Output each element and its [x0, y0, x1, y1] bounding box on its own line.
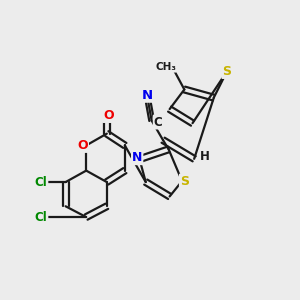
Text: H: H — [200, 150, 210, 163]
Text: N: N — [132, 151, 142, 164]
Text: S: S — [222, 65, 231, 78]
Text: Cl: Cl — [34, 176, 47, 189]
Text: Cl: Cl — [34, 211, 47, 224]
Text: S: S — [180, 175, 189, 188]
Text: O: O — [77, 139, 88, 152]
Text: N: N — [141, 89, 152, 102]
Text: CH₃: CH₃ — [155, 62, 176, 72]
Text: O: O — [103, 109, 114, 122]
Text: C: C — [154, 116, 163, 128]
